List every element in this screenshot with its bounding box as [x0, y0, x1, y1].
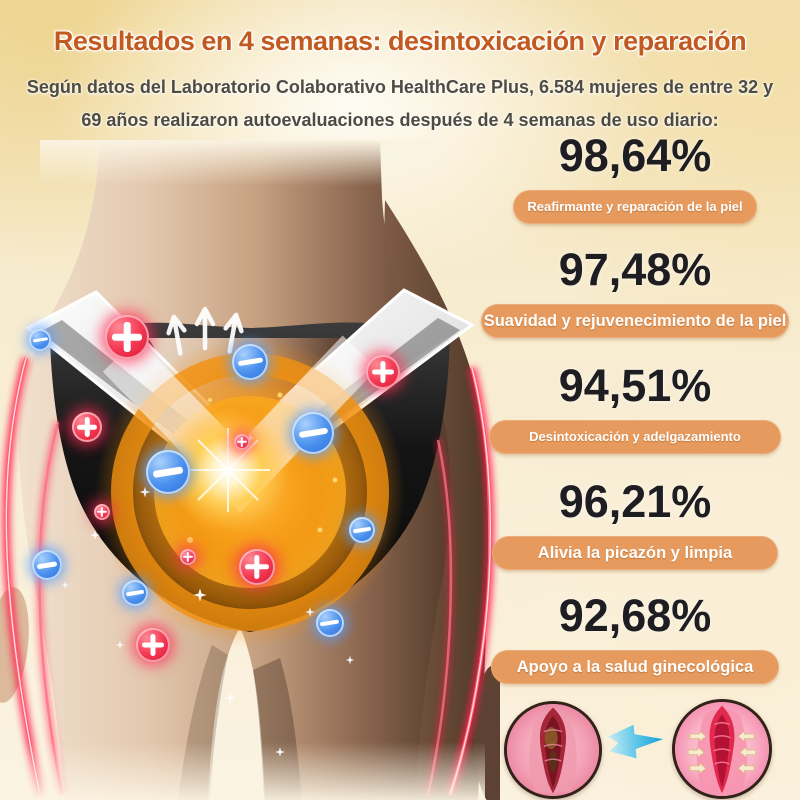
subtitle-line-2: 69 años realizaron autoevaluaciones desp… — [81, 110, 719, 130]
stat-value: 96,21% — [558, 476, 712, 527]
stat-item: 92,68% Apoyo a la salud ginecológica — [470, 590, 800, 689]
stat-label-badge: Alivia la picazón y limpia — [492, 536, 778, 570]
subtitle-line-1: Según datos del Laboratorio Colaborativo… — [26, 77, 774, 97]
before-after-comparison — [488, 692, 790, 800]
stat-label-badge: Desintoxicación y adelgazamiento — [489, 420, 781, 454]
figure-illustration — [0, 140, 500, 800]
arrow-right-icon — [608, 724, 664, 759]
stat-value: 97,48% — [558, 244, 712, 295]
up-arrows-icon — [166, 306, 244, 356]
plus-icon — [239, 549, 275, 585]
stat-label-badge: Reafirmante y reparación de la piel — [513, 190, 757, 224]
stat-item: 98,64% Reafirmante y reparación de la pi… — [470, 130, 800, 229]
minus-icon — [29, 329, 51, 351]
stat-value: 92,68% — [558, 590, 712, 641]
ad-subtitle: Según datos del Laboratorio Colaborativo… — [20, 71, 780, 137]
stat-label-badge: Apoyo a la salud ginecológica — [491, 650, 779, 684]
stat-value: 94,51% — [558, 360, 712, 411]
plus-icon — [366, 355, 400, 389]
minus-icon — [232, 344, 268, 380]
product-photo — [0, 140, 500, 800]
minus-icon — [349, 517, 375, 543]
stat-label-badge: Suavidad y rejuvenecimiento de la piel — [481, 304, 789, 338]
stat-item: 96,21% Alivia la picazón y limpia — [470, 476, 800, 575]
plus-icon — [72, 412, 102, 442]
stat-item: 94,51% Desintoxicación y adelgazamiento — [470, 360, 800, 459]
stat-value: 98,64% — [558, 130, 712, 181]
plus-icon — [136, 628, 170, 662]
plus-icon — [180, 549, 196, 565]
plus-icon — [105, 315, 149, 359]
minus-icon — [292, 412, 334, 454]
minus-icon — [122, 580, 148, 606]
minus-icon — [32, 550, 62, 580]
before-circle-image — [504, 701, 602, 799]
bottom-fade — [0, 742, 485, 800]
minus-icon — [316, 609, 344, 637]
plus-icon — [234, 434, 250, 450]
ad-title: Resultados en 4 semanas: desintoxicación… — [53, 26, 747, 56]
after-circle-image — [672, 699, 772, 799]
plus-icon — [94, 504, 110, 520]
minus-icon — [146, 450, 190, 494]
stat-item: 97,48% Suavidad y rejuvenecimiento de la… — [470, 244, 800, 343]
